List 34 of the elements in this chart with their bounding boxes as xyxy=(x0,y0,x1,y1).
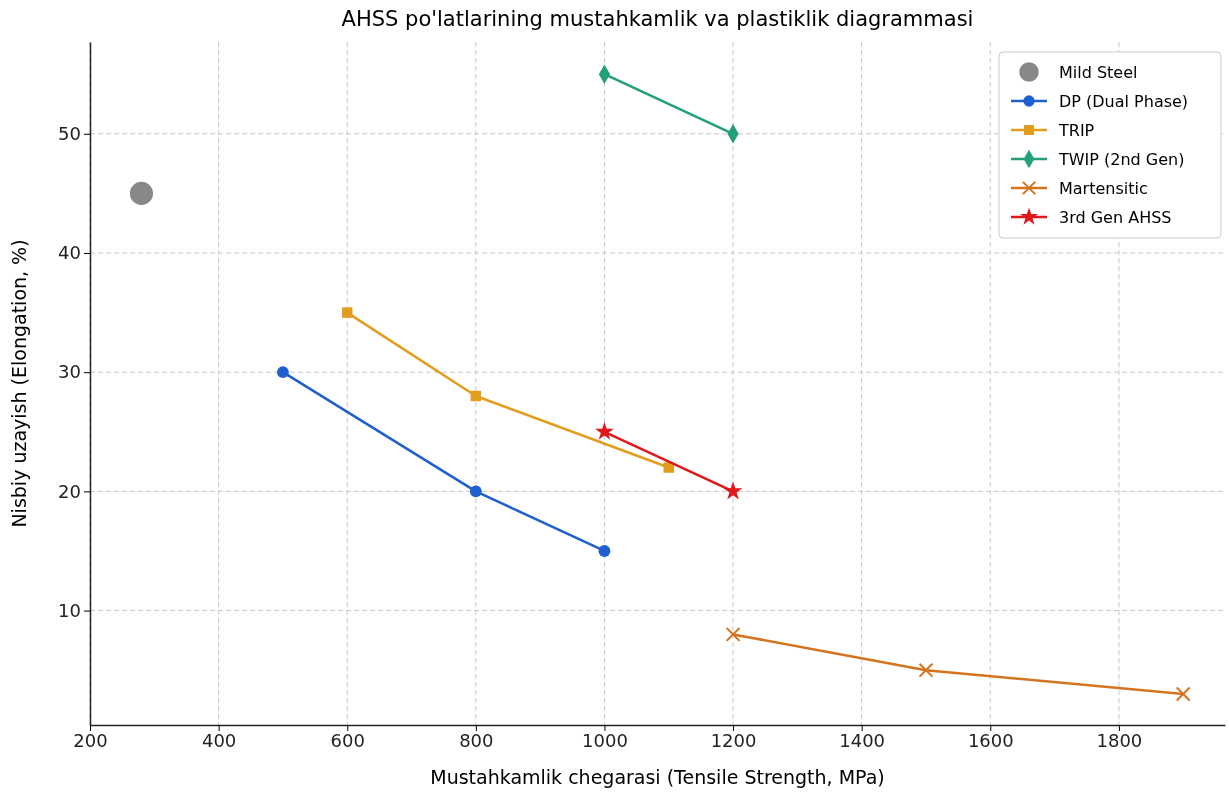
legend-label: TWIP (2nd Gen) xyxy=(1058,150,1185,169)
x-tick-label: 1600 xyxy=(967,729,1014,751)
x-tick-label: 600 xyxy=(330,729,365,751)
point xyxy=(470,390,482,402)
x-tick-label: 1000 xyxy=(582,729,628,751)
chart-title: AHSS po'latlarining mustahkamlik va plastiklik diagrammasi xyxy=(341,7,974,31)
point xyxy=(277,366,289,379)
point xyxy=(598,545,611,557)
y-tick-label: 50 xyxy=(58,123,81,145)
y-tick-label: 40 xyxy=(58,242,81,264)
x-tick-label: 1400 xyxy=(839,729,886,751)
y-axis-title: Nisbiy uzayish (Elongation, %) xyxy=(8,239,30,528)
point xyxy=(1175,686,1191,702)
legend-label: DP (Dual Phase) xyxy=(1059,92,1189,111)
x-tick-label: 800 xyxy=(459,729,494,751)
legend-label: Martensitic xyxy=(1059,179,1148,198)
legend-label: Mild Steel xyxy=(1059,63,1138,82)
x-axis-title: Mustahkamlik chegarasi (Tensile Strength, MPa) xyxy=(430,766,885,788)
x-tick-label: 200 xyxy=(73,729,108,751)
point xyxy=(595,421,614,440)
point xyxy=(341,307,353,318)
y-tick-label: 10 xyxy=(58,599,81,621)
point xyxy=(918,662,934,678)
point xyxy=(725,626,741,642)
point xyxy=(469,485,482,498)
x-tick-label: 1800 xyxy=(1096,729,1143,751)
x-tick-label: 1200 xyxy=(710,729,757,751)
legend-label: TRIP xyxy=(1058,121,1095,140)
point xyxy=(723,481,743,500)
point xyxy=(129,181,154,205)
y-tick-label: 20 xyxy=(58,480,81,502)
legend-label: 3rd Gen AHSS xyxy=(1059,208,1172,227)
x-tick-label: 400 xyxy=(201,729,237,751)
y-tick-label: 30 xyxy=(58,361,81,383)
